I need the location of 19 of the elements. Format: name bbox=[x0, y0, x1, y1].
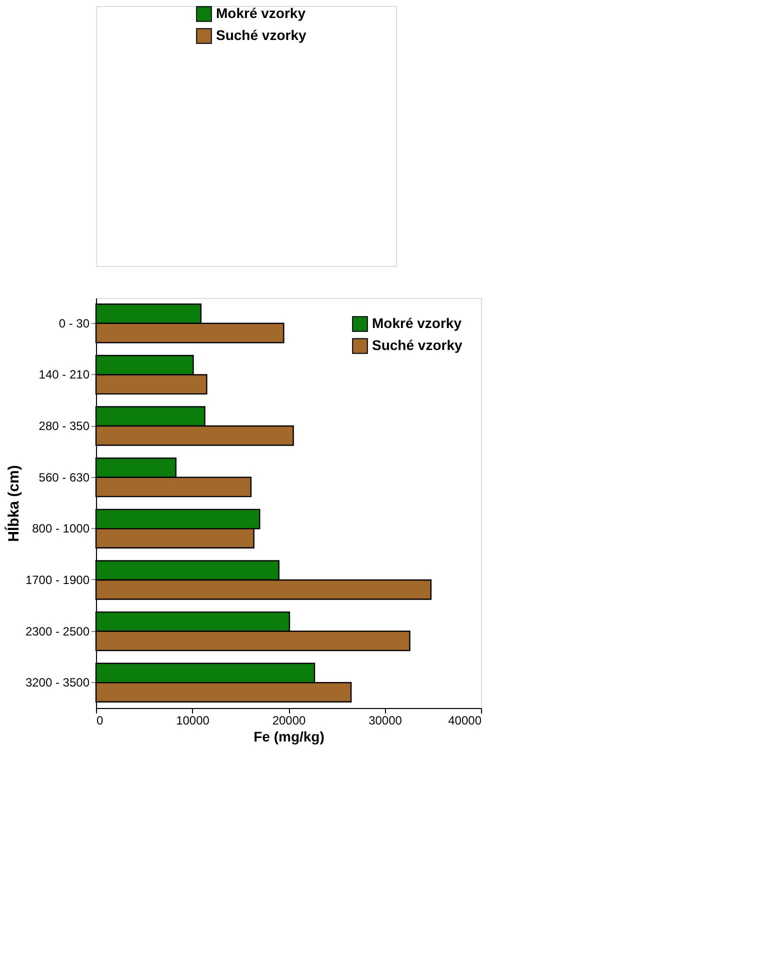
y-tick-label: 140 - 210 bbox=[38, 368, 90, 382]
x-tick-label: 20000 bbox=[272, 714, 306, 728]
y-tick-label: 3200 - 3500 bbox=[25, 676, 90, 690]
legend-label: Suché vzorky bbox=[372, 337, 462, 353]
x-axis-title: Fe (mg/kg) bbox=[254, 728, 324, 744]
y-tick-label: 2300 - 2500 bbox=[25, 624, 90, 638]
y-tick-label: 0 - 30 bbox=[58, 316, 90, 330]
x-tick-label: 0 bbox=[96, 714, 104, 728]
y-tick-label: 560 - 630 bbox=[38, 470, 90, 484]
legend-label: Suché vzorky bbox=[216, 27, 306, 43]
y-tick-label: 1700 - 1900 bbox=[25, 572, 90, 587]
x-tick-label: 10000 bbox=[176, 714, 210, 728]
y-tick-label: 280 - 350 bbox=[38, 419, 90, 434]
y-tick-label: 800 - 1000 bbox=[32, 522, 90, 536]
x-tick-label: 30000 bbox=[368, 714, 402, 728]
legend-label: Mokré vzorky bbox=[216, 5, 306, 21]
legend-label: Mokré vzorky bbox=[372, 315, 462, 331]
y-axis-title: Hĺbka (cm) bbox=[4, 465, 22, 542]
x-tick-label: 40000 bbox=[448, 714, 482, 728]
